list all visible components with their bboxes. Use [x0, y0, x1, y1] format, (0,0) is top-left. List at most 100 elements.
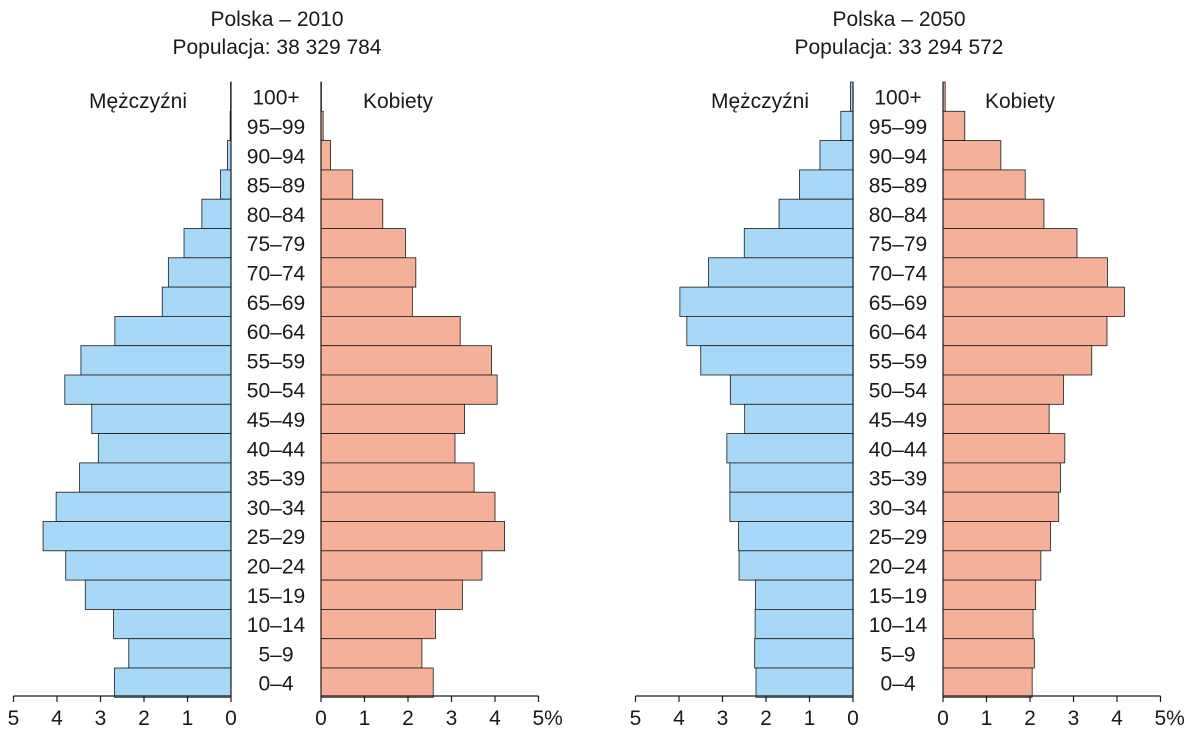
- age-group-label: 0–4: [258, 673, 293, 696]
- age-group-label: 55–59: [869, 350, 927, 373]
- male-bar: [64, 374, 232, 405]
- x-tick-label: 5: [8, 707, 20, 730]
- female-bar: [320, 315, 461, 347]
- age-group-label: 85–89: [869, 175, 927, 198]
- x-tick-label: 0: [225, 707, 237, 730]
- age-group-label: 5–9: [880, 643, 915, 666]
- x-tick-label: 2: [760, 707, 772, 730]
- female-bar: [320, 140, 331, 171]
- x-tick-label: 2: [138, 707, 150, 730]
- male-bar: [201, 198, 232, 229]
- age-group-label: 60–64: [247, 321, 306, 344]
- age-group-label: 30–34: [869, 497, 928, 520]
- female-bar: [942, 609, 1034, 640]
- female-bar: [320, 521, 505, 552]
- age-labels-group: 100+ 95–99 90–94 85–89 80–84 75–79 70–74 65–69 6…: [869, 87, 928, 696]
- x-tick-label: 3: [717, 707, 729, 730]
- age-labels-group: 100+ 95–99 90–94 85–89 80–84 75–79 70–74 65–69 6…: [247, 87, 306, 696]
- female-bar: [320, 403, 465, 434]
- age-group-label: 20–24: [247, 555, 306, 578]
- female-bar: [942, 579, 1037, 610]
- age-group-label: 90–94: [247, 145, 306, 168]
- female-bar: [942, 228, 1078, 259]
- age-group-label: 35–39: [247, 468, 305, 491]
- male-bar: [42, 521, 232, 552]
- male-bar: [84, 579, 232, 610]
- male-bar: [161, 286, 232, 317]
- x-tick-label: 2: [1024, 707, 1036, 730]
- x-tick-label: 4: [489, 707, 501, 730]
- age-group-label: 90–94: [869, 145, 928, 168]
- female-bar: [942, 169, 1026, 200]
- female-bar: [320, 433, 456, 464]
- male-bar: [778, 198, 854, 229]
- male-bar: [167, 257, 232, 288]
- female-label: Kobiety: [985, 90, 1056, 113]
- age-group-label: 60–64: [869, 321, 928, 344]
- age-group-label: 65–69: [247, 292, 305, 315]
- age-group-label: 95–99: [247, 116, 305, 139]
- age-group-label: 65–69: [869, 292, 927, 315]
- male-bar: [729, 374, 854, 405]
- male-bar: [755, 667, 854, 698]
- female-bar: [942, 286, 1125, 317]
- male-bar: [79, 462, 232, 493]
- male-bar: [708, 257, 854, 288]
- male-bar: [738, 521, 854, 552]
- age-group-label: 70–74: [869, 262, 928, 285]
- age-group-label: 30–34: [247, 497, 306, 520]
- age-group-label: 55–59: [247, 350, 305, 373]
- female-bar: [320, 638, 423, 669]
- female-bar: [942, 667, 1033, 698]
- age-group-label: 80–84: [869, 204, 928, 227]
- x-tick-label: 1: [359, 707, 371, 730]
- female-bar: [942, 315, 1108, 347]
- x-tick-label: 1: [182, 707, 194, 730]
- male-bar: [91, 403, 232, 434]
- x-tick-label: 5%: [533, 707, 563, 730]
- female-label: Kobiety: [363, 90, 434, 113]
- female-bar: [320, 374, 498, 405]
- chart-title: Polska – 2010: [210, 8, 343, 31]
- male-bar: [700, 345, 854, 376]
- male-bar: [80, 345, 232, 376]
- female-bar: [320, 550, 483, 581]
- female-bar: [320, 579, 463, 610]
- male-bar: [754, 638, 854, 669]
- female-bar: [320, 169, 354, 200]
- axes-group: 5 4 3 2 1 0 0 1 2 3 4 5%: [8, 82, 563, 730]
- age-group-label: 50–54: [247, 380, 306, 403]
- female-bar: [320, 198, 384, 229]
- female-bar: [942, 550, 1042, 581]
- female-bar: [320, 228, 406, 259]
- female-bar: [320, 257, 417, 288]
- female-bar: [942, 110, 966, 142]
- male-bar: [114, 315, 232, 347]
- female-bar: [942, 462, 1061, 493]
- age-group-label: 75–79: [869, 233, 927, 256]
- chart-subtitle: Populacja: 38 329 784: [172, 36, 381, 59]
- female-bar: [942, 638, 1035, 669]
- age-group-label: 20–24: [869, 555, 928, 578]
- x-tick-label: 0: [315, 707, 327, 730]
- age-group-label: 10–14: [869, 614, 928, 637]
- age-group-label: 80–84: [247, 204, 306, 227]
- female-bar: [942, 257, 1108, 288]
- x-tick-label: 3: [95, 707, 107, 730]
- pyramid-2010: Polska – 2010 Populacja: 38 329 784 Mężc…: [8, 8, 563, 730]
- age-group-label: 100+: [252, 87, 299, 110]
- male-bar: [743, 228, 854, 259]
- female-bar: [942, 491, 1060, 522]
- age-group-label: 0–4: [880, 673, 915, 696]
- female-bar: [320, 609, 436, 640]
- age-group-label: 25–29: [247, 526, 305, 549]
- x-tick-label: 5%: [1155, 707, 1185, 730]
- female-bar: [942, 521, 1051, 552]
- bars-group: [42, 81, 505, 698]
- female-bar: [942, 403, 1050, 434]
- pyramid-2050: Polska – 2050 Populacja: 33 294 572 Mężc…: [630, 8, 1185, 730]
- x-tick-label: 0: [847, 707, 859, 730]
- male-bar: [754, 609, 854, 640]
- male-bar: [97, 433, 232, 464]
- x-tick-label: 1: [804, 707, 816, 730]
